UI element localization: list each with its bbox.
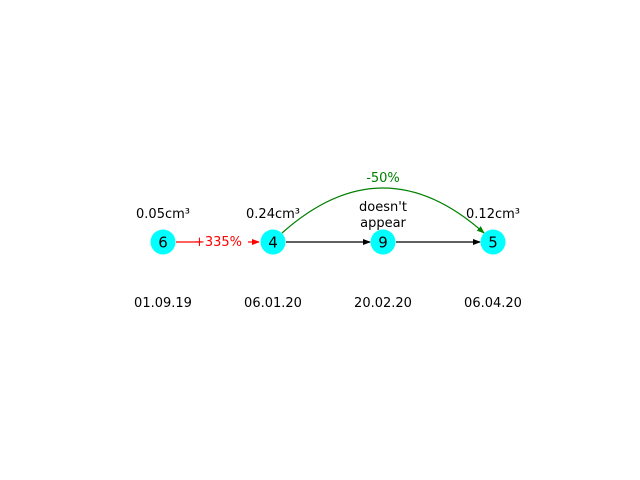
node-circle bbox=[150, 229, 176, 255]
node-n4: 5 0.12cm³ 06.04.20 bbox=[464, 207, 522, 311]
node-circle bbox=[260, 229, 286, 255]
node-label: 4 bbox=[268, 234, 278, 252]
node-date: 06.04.20 bbox=[464, 296, 522, 311]
node-circle bbox=[370, 229, 396, 255]
node-volume: 0.05cm³ bbox=[136, 207, 190, 222]
node-volume: 0.24cm³ bbox=[246, 207, 300, 222]
edge-label-increase: +335% bbox=[194, 235, 242, 250]
edge-label-decrease: -50% bbox=[366, 171, 400, 186]
edge-n1-n2: +335% bbox=[176, 235, 260, 250]
node-volume-line-1: doesn't bbox=[359, 200, 407, 215]
node-n1: 6 0.05cm³ 01.09.19 bbox=[134, 207, 192, 311]
edge-n2-n4-arc bbox=[281, 187, 485, 234]
node-label: 5 bbox=[488, 234, 498, 252]
node-volume: 0.12cm³ bbox=[466, 207, 520, 222]
node-date: 20.02.20 bbox=[354, 296, 412, 311]
node-date: 01.09.19 bbox=[134, 296, 192, 311]
node-n2: 4 0.24cm³ 06.01.20 bbox=[244, 207, 302, 311]
edge-label-backdrop bbox=[360, 168, 406, 186]
node-label: 9 bbox=[378, 234, 388, 252]
node-label: 6 bbox=[158, 234, 168, 252]
edge-n2-n4: -50% bbox=[281, 168, 485, 234]
node-circle bbox=[480, 229, 506, 255]
node-date: 06.01.20 bbox=[244, 296, 302, 311]
node-n3: 9 doesn't appear 20.02.20 bbox=[354, 200, 412, 311]
node-volume-line-2: appear bbox=[360, 216, 406, 231]
